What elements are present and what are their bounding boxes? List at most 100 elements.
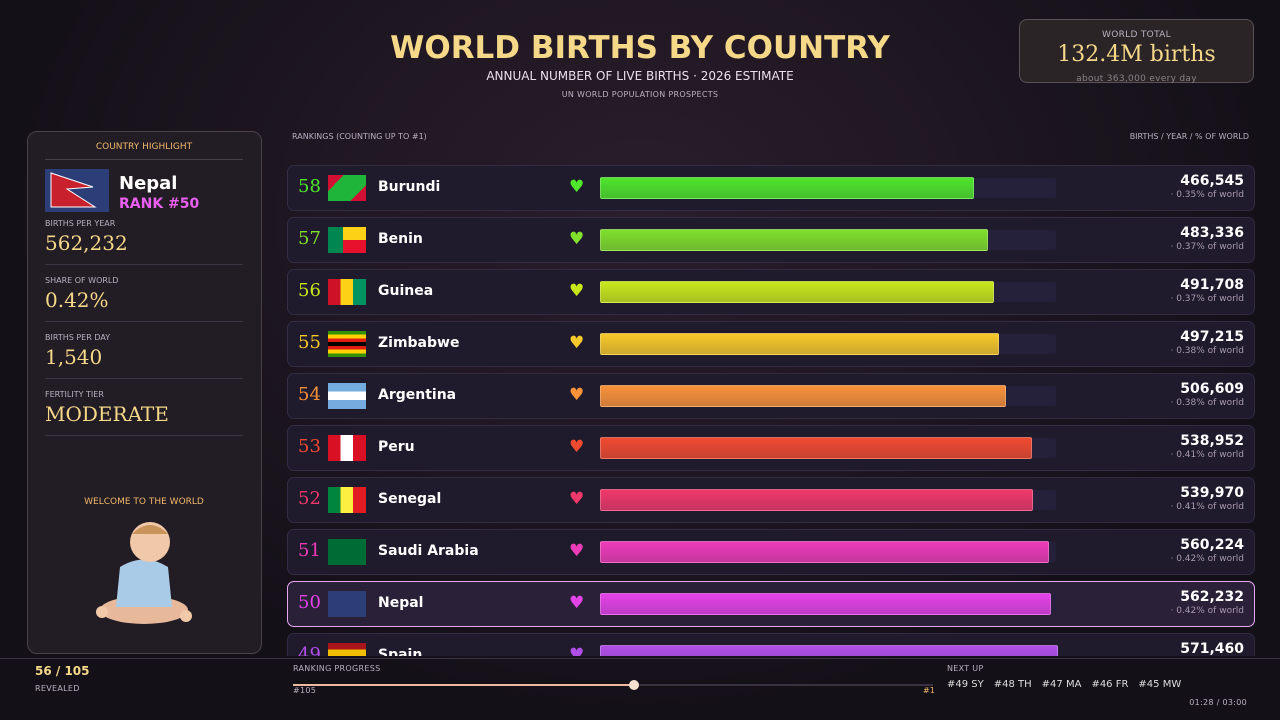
share-label: · 0.35% of world <box>1170 190 1245 200</box>
value-label: 506,609 <box>1180 381 1244 397</box>
share-label: · 0.41% of world <box>1170 450 1245 460</box>
flag <box>328 279 366 305</box>
progress-label: RANKING PROGRESS <box>293 664 381 673</box>
time: 01:28 / 03:00 <box>1189 698 1247 707</box>
bar <box>600 385 1007 407</box>
total-note: about 363,000 every day <box>1076 74 1197 84</box>
country-name: Burundi <box>378 179 441 195</box>
stat-value: 562,232 <box>45 231 128 255</box>
share-label: · 0.38% of world <box>1170 398 1245 408</box>
heart: ♥ <box>569 229 585 249</box>
flag <box>328 643 366 656</box>
stat-value: 1,540 <box>45 345 103 369</box>
rankings-title: RANKINGS (COUNTING UP TO #1) <box>292 132 427 141</box>
rank: 52 <box>298 488 321 509</box>
share-label: · 0.41% of world <box>1170 502 1245 512</box>
row: 52 Senegal ♥ 539,970 · 0.41% of world <box>287 477 1255 523</box>
country-name: Zimbabwe <box>378 335 460 351</box>
country-name: Benin <box>378 231 423 247</box>
highlight-heading: COUNTRY HIGHLIGHT <box>45 142 243 160</box>
heart: ♥ <box>569 541 585 561</box>
next-list: #49 SY #48 TH #47 MA #46 FR #45 MW <box>947 679 1191 690</box>
rank: 54 <box>298 384 321 405</box>
share-label: · 0.42% of world <box>1170 606 1245 616</box>
flag <box>328 331 366 357</box>
stat-value: MODERATE <box>45 402 169 426</box>
rank: 49 <box>298 644 321 656</box>
country-name: Saudi Arabia <box>378 543 479 559</box>
flag <box>328 383 366 409</box>
value-label: 571,460 <box>1180 641 1244 656</box>
total-value: 132.4M births <box>1057 42 1216 67</box>
stat-label: BIRTHS PER DAY <box>45 333 111 342</box>
country-name: Argentina <box>378 387 457 403</box>
bar <box>600 489 1033 511</box>
bar <box>600 593 1051 615</box>
rows: 58 Burundi ♥ 466,545 · 0.35% of world 57 Benin… <box>0 155 1280 656</box>
heart: ♥ <box>569 385 585 405</box>
welcome: WELCOME TO THE WORLD <box>84 497 204 507</box>
next-label: NEXT UP <box>947 664 984 673</box>
stat-value: 0.42% <box>45 288 109 312</box>
heart: ♥ <box>569 333 585 353</box>
heart: ♥ <box>569 645 585 656</box>
rank: 50 <box>298 592 321 613</box>
rank: 58 <box>298 176 321 197</box>
bar <box>600 437 1033 459</box>
counter: 56 / 105 <box>35 664 90 678</box>
share-label: · 0.37% of world <box>1170 242 1245 252</box>
country-name: Nepal <box>378 595 424 611</box>
estimate: 2026 ESTIMATE <box>700 69 794 83</box>
highlight-flag <box>45 169 109 212</box>
value-label: 483,336 <box>1180 225 1244 241</box>
highlight-rank: RANK #50 <box>119 196 200 212</box>
value-header: BIRTHS / YEAR / % OF WORLD <box>1129 132 1249 141</box>
flag <box>328 539 366 565</box>
title: WORLD BIRTHS BY COUNTRY <box>390 30 890 66</box>
share-label: · 0.37% of world <box>1170 294 1245 304</box>
baby-illustration <box>96 522 192 624</box>
flag <box>328 435 366 461</box>
heart: ♥ <box>569 489 585 509</box>
subtitle: ANNUAL NUMBER OF LIVE BIRTHS <box>486 69 690 83</box>
stat-divider <box>45 321 243 322</box>
heart: ♥ <box>569 437 585 457</box>
revealed: REVEALED <box>35 684 80 693</box>
bar <box>600 177 975 199</box>
rank: 53 <box>298 436 321 457</box>
next-item: #49 SY <box>947 679 984 690</box>
row: 58 Burundi ♥ 466,545 · 0.35% of world <box>287 165 1255 211</box>
row: 51 Saudi Arabia ♥ 560,224 · 0.42% of world <box>287 529 1255 575</box>
row: 54 Argentina ♥ 506,609 · 0.38% of world <box>287 373 1255 419</box>
bar <box>600 645 1058 656</box>
rank: 57 <box>298 228 321 249</box>
value-label: 539,970 <box>1180 485 1244 501</box>
heart: ♥ <box>569 281 585 301</box>
flag <box>328 175 366 201</box>
flag <box>328 487 366 513</box>
country-name: Senegal <box>378 491 442 507</box>
next-item: #45 MW <box>1138 679 1182 690</box>
stat-label: SHARE OF WORLD <box>45 276 119 285</box>
share-label: · 0.42% of world <box>1170 554 1245 564</box>
country-name: Guinea <box>378 283 434 299</box>
value-label: 466,545 <box>1180 173 1244 189</box>
value-label: 491,708 <box>1180 277 1244 293</box>
total-box: WORLD TOTAL 132.4M births about 363,000 … <box>1019 19 1254 84</box>
progress-end: #1 <box>923 686 935 695</box>
rank: 55 <box>298 332 321 353</box>
bar <box>600 333 999 355</box>
stat-divider <box>45 378 243 379</box>
value-label: 560,224 <box>1180 537 1244 553</box>
value-label: 538,952 <box>1180 433 1244 449</box>
highlight-name: Nepal <box>119 173 178 194</box>
heart: ♥ <box>569 177 585 197</box>
total-label: WORLD TOTAL <box>1102 30 1171 40</box>
next-item: #46 FR <box>1091 679 1129 690</box>
rank: 56 <box>298 280 321 301</box>
bar <box>600 229 988 251</box>
source: UN WORLD POPULATION PROSPECTS <box>561 90 719 99</box>
country-name: Spain <box>378 647 423 656</box>
